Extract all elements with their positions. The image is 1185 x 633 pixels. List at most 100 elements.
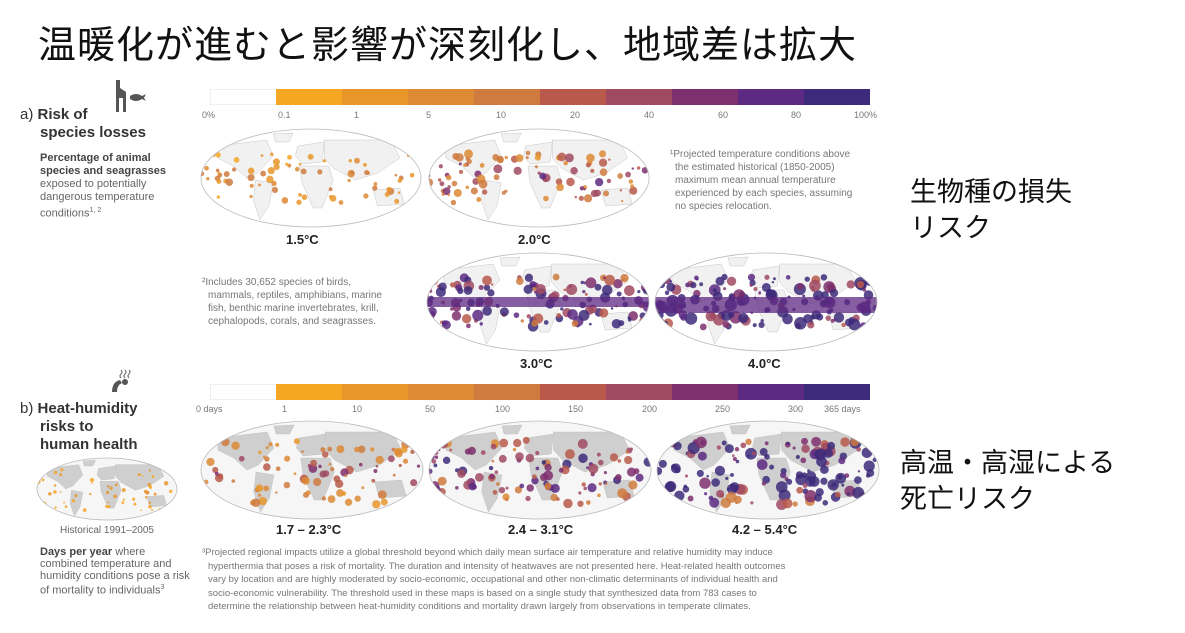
risk-hotspot [210, 444, 214, 448]
risk-hotspot [499, 438, 509, 448]
risk-hotspot [580, 280, 585, 285]
risk-hotspot [262, 455, 266, 459]
risk-hotspot [577, 438, 588, 449]
risk-hotspot [143, 489, 148, 494]
risk-hotspot [800, 457, 807, 464]
risk-hotspot [298, 162, 302, 166]
footnote-1-line: maximum mean annual temperature [675, 175, 836, 186]
risk-hotspot [387, 455, 395, 463]
risk-hotspot [493, 164, 503, 174]
risk-hotspot [431, 459, 437, 464]
risk-hotspot [563, 498, 573, 509]
scale-a-tick: 80 [791, 110, 802, 120]
risk-hotspot [344, 474, 348, 478]
scale-segment [540, 384, 607, 400]
risk-hotspot [874, 486, 879, 495]
risk-hotspot [758, 291, 761, 295]
risk-hotspot [445, 174, 452, 181]
scale-b-tick: 250 [715, 404, 731, 414]
risk-hotspot [519, 483, 525, 489]
risk-hotspot [457, 287, 464, 295]
risk-hotspot [628, 179, 634, 184]
risk-hotspot [598, 158, 608, 167]
risk-hotspot [637, 289, 641, 294]
scale-a-tick: 100% [854, 110, 878, 120]
risk-hotspot [348, 158, 352, 163]
scale-b-tick: 50 [425, 404, 436, 414]
risk-hotspot [846, 280, 856, 289]
risk-hotspot [792, 501, 798, 507]
risk-hotspot [584, 292, 588, 296]
risk-hotspot [795, 471, 804, 479]
risk-hotspot [463, 286, 473, 295]
risk-hotspot [53, 470, 58, 475]
risk-hotspot [201, 439, 206, 448]
risk-hotspot [796, 282, 804, 290]
risk-hotspot [482, 306, 492, 316]
footnote-3-line: determine the relationship between heat-… [208, 601, 751, 612]
risk-hotspot [820, 465, 829, 474]
risk-hotspot [856, 280, 865, 289]
scale-segment [210, 89, 277, 105]
risk-hotspot [466, 158, 472, 164]
risk-hotspot [738, 312, 749, 324]
risk-hotspot [656, 322, 665, 331]
risk-hotspot [492, 490, 498, 495]
risk-hotspot [602, 276, 606, 280]
risk-hotspot [566, 177, 575, 187]
risk-hotspot [429, 493, 432, 498]
panel-b-desc-line3: humidity conditions pose a risk [40, 570, 190, 582]
risk-hotspot [163, 481, 169, 486]
risk-hotspot [786, 478, 793, 485]
risk-hotspot [543, 195, 549, 202]
risk-hotspot [805, 476, 816, 487]
risk-hotspot [176, 494, 177, 497]
risk-hotspot [697, 451, 707, 461]
risk-hotspot [556, 183, 564, 192]
risk-hotspot [251, 498, 261, 507]
risk-hotspot [657, 497, 666, 507]
risk-hotspot [620, 199, 624, 203]
risk-hotspot [625, 450, 629, 454]
risk-hotspot [856, 447, 861, 452]
risk-hotspot [231, 167, 237, 172]
callout-species-line1: 生物種の損失 [910, 177, 1072, 208]
risk-hotspot [427, 274, 439, 286]
footnote-2-line: cephalopods, corals, and seagrasses. [208, 316, 376, 327]
risk-hotspot [472, 309, 484, 321]
risk-hotspot [629, 447, 633, 451]
risk-hotspot [532, 474, 537, 480]
scale-segment [342, 384, 409, 400]
footnote-1-line: the estimated historical (1850-2005) [675, 162, 835, 173]
risk-hotspot [121, 501, 125, 505]
risk-hotspot [122, 498, 125, 501]
risk-hotspot [830, 318, 835, 323]
risk-hotspot [433, 463, 438, 468]
risk-hotspot [841, 483, 845, 487]
risk-hotspot [734, 447, 740, 452]
continent-shape [96, 465, 116, 481]
risk-hotspot [554, 496, 558, 500]
risk-hotspot [847, 492, 850, 496]
risk-hotspot [320, 447, 326, 453]
risk-hotspot [841, 322, 846, 328]
risk-hotspot [107, 501, 110, 504]
risk-hotspot [599, 168, 608, 177]
scale-b-tick: 365 days [824, 404, 861, 414]
continent-shape [527, 165, 562, 209]
footnote-2: ²Includes 30,652 species of birds, mamma… [202, 276, 422, 328]
risk-hotspot [758, 321, 765, 328]
risk-hotspot [397, 191, 401, 194]
risk-hotspot [854, 476, 862, 484]
risk-hotspot [620, 273, 629, 283]
footnote-3-line: ³Projected regional impacts utilize a gl… [202, 547, 773, 558]
continent-shape [69, 490, 84, 517]
panel-a-desc-line5: conditions [40, 207, 90, 220]
risk-hotspot [544, 482, 552, 490]
risk-hotspot [526, 484, 534, 492]
scale-b-tick: 150 [568, 404, 584, 414]
risk-hotspot [273, 163, 280, 171]
continent-shape [501, 424, 523, 435]
risk-hotspot [616, 291, 622, 297]
risk-hotspot [726, 276, 737, 286]
